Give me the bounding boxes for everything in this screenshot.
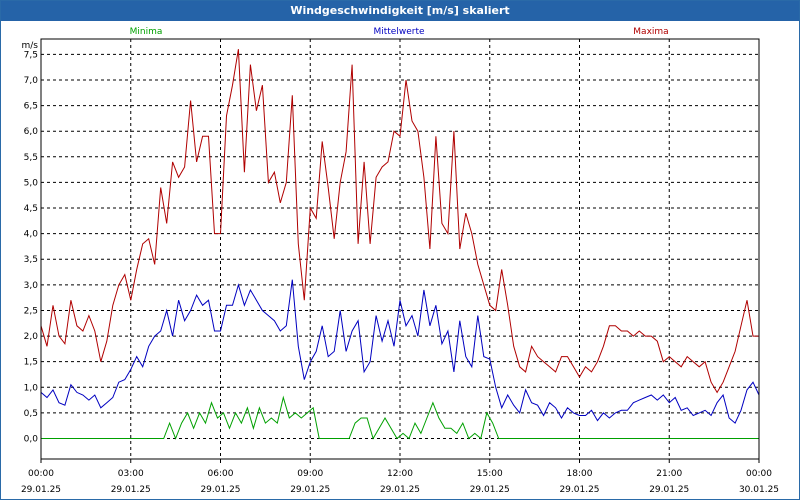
series-maxima-line bbox=[40, 49, 759, 394]
gridlines bbox=[41, 39, 759, 459]
x-tick-time: 06:00 bbox=[208, 469, 234, 479]
y-tick-label: 7,0 bbox=[24, 76, 39, 86]
x-tick-time: 00:00 bbox=[28, 469, 54, 479]
y-axis-unit: m/s bbox=[22, 41, 39, 51]
legend-mittelwerte: Mittelwerte bbox=[373, 27, 424, 37]
series-mittelwerte-line bbox=[40, 279, 760, 424]
x-tick-date: 29.01.25 bbox=[200, 485, 240, 495]
y-tick-label: 0,0 bbox=[24, 435, 39, 445]
x-tick-date: 30.01.25 bbox=[739, 485, 779, 495]
x-tick-date: 29.01.25 bbox=[111, 485, 151, 495]
x-tick-time: 18:00 bbox=[567, 469, 593, 479]
x-tick-date: 29.01.25 bbox=[290, 485, 330, 495]
legend-minima: Minima bbox=[130, 27, 163, 37]
y-tick-label: 3,5 bbox=[24, 255, 38, 265]
x-tick-time: 12:00 bbox=[387, 469, 413, 479]
axes bbox=[40, 38, 760, 463]
legend-maxima: Maxima bbox=[633, 27, 668, 37]
x-tick-date: 29.01.25 bbox=[470, 485, 510, 495]
y-tick-label: 6,0 bbox=[24, 127, 39, 137]
y-tick-label: 0,5 bbox=[24, 409, 38, 419]
y-tick-label: 1,5 bbox=[24, 358, 38, 368]
x-tick-time: 21:00 bbox=[656, 469, 682, 479]
x-tick-date: 29.01.25 bbox=[649, 485, 689, 495]
y-tick-label: 1,0 bbox=[24, 383, 39, 393]
x-tick-date: 29.01.25 bbox=[21, 485, 61, 495]
x-tick-time: 00:00 bbox=[746, 469, 772, 479]
y-tick-label: 5,5 bbox=[24, 153, 38, 163]
y-tick-label: 6,5 bbox=[24, 102, 38, 112]
axis-labels: 0,0 0,5 1,0 1,5 2,0 2,5 3,0 3,5 4,0 4,5 5,0 5,5 6,0 6… bbox=[21, 41, 779, 495]
y-tick-label: 2,0 bbox=[24, 332, 39, 342]
plot-frame bbox=[40, 38, 760, 460]
y-tick-label: 4,0 bbox=[24, 230, 39, 240]
series-minima-line bbox=[41, 395, 759, 440]
x-tick-time: 09:00 bbox=[297, 469, 323, 479]
window-title: Windgeschwindigkeit [m/s] skaliert bbox=[1, 1, 799, 21]
x-tick-time: 03:00 bbox=[118, 469, 144, 479]
y-tick-label: 3,0 bbox=[24, 281, 39, 291]
data-series bbox=[40, 49, 760, 440]
y-tick-label: 5,0 bbox=[24, 178, 39, 188]
x-tick-date: 29.01.25 bbox=[380, 485, 420, 495]
x-tick-date: 29.01.25 bbox=[559, 485, 599, 495]
y-tick-label: 7,5 bbox=[24, 50, 38, 60]
x-tick-time: 15:00 bbox=[477, 469, 503, 479]
y-tick-label: 4,5 bbox=[24, 204, 38, 214]
y-tick-label: 2,5 bbox=[24, 306, 38, 316]
legend: Minima Mittelwerte Maxima bbox=[130, 27, 669, 37]
